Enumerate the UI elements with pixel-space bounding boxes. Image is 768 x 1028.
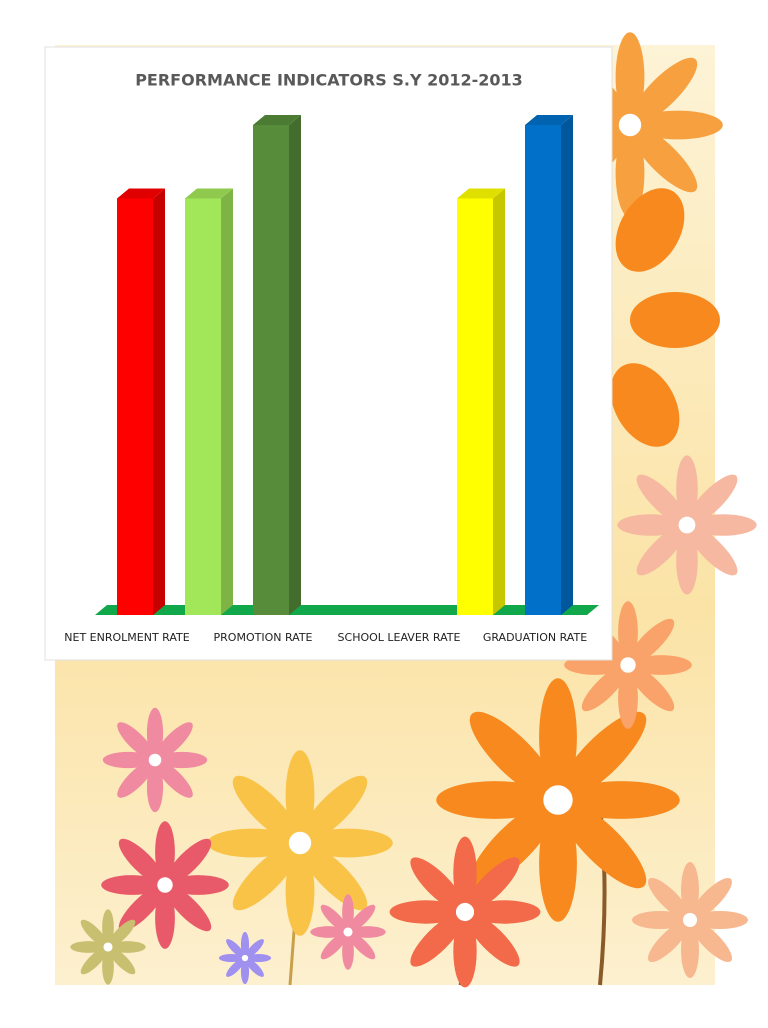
bar-top xyxy=(185,188,233,199)
bar-side xyxy=(153,188,165,615)
bar xyxy=(117,198,153,615)
bar-top xyxy=(525,115,573,125)
bar xyxy=(457,198,493,615)
bar-top xyxy=(117,188,165,199)
bar-side xyxy=(221,188,233,615)
x-tick-label: SCHOOL LEAVER RATE xyxy=(338,631,461,644)
bar-side xyxy=(289,115,301,615)
x-tick-label: NET ENROLMENT RATE xyxy=(64,631,189,644)
floor xyxy=(95,605,599,615)
chart-title: PERFORMANCE INDICATORS S.Y 2012-2013 xyxy=(135,71,523,90)
bar xyxy=(185,198,221,615)
bar-side xyxy=(561,115,573,615)
bar xyxy=(525,125,561,615)
plot-area: NET ENROLMENT RATE PROMOTION RATE SCHOOL L… xyxy=(64,115,599,644)
bar-top xyxy=(253,115,301,125)
bar xyxy=(253,125,289,615)
bar-side xyxy=(493,188,505,615)
bar-top xyxy=(457,188,505,199)
x-tick-label: PROMOTION RATE xyxy=(214,631,313,644)
x-tick-label: GRADUATION RATE xyxy=(483,631,587,644)
